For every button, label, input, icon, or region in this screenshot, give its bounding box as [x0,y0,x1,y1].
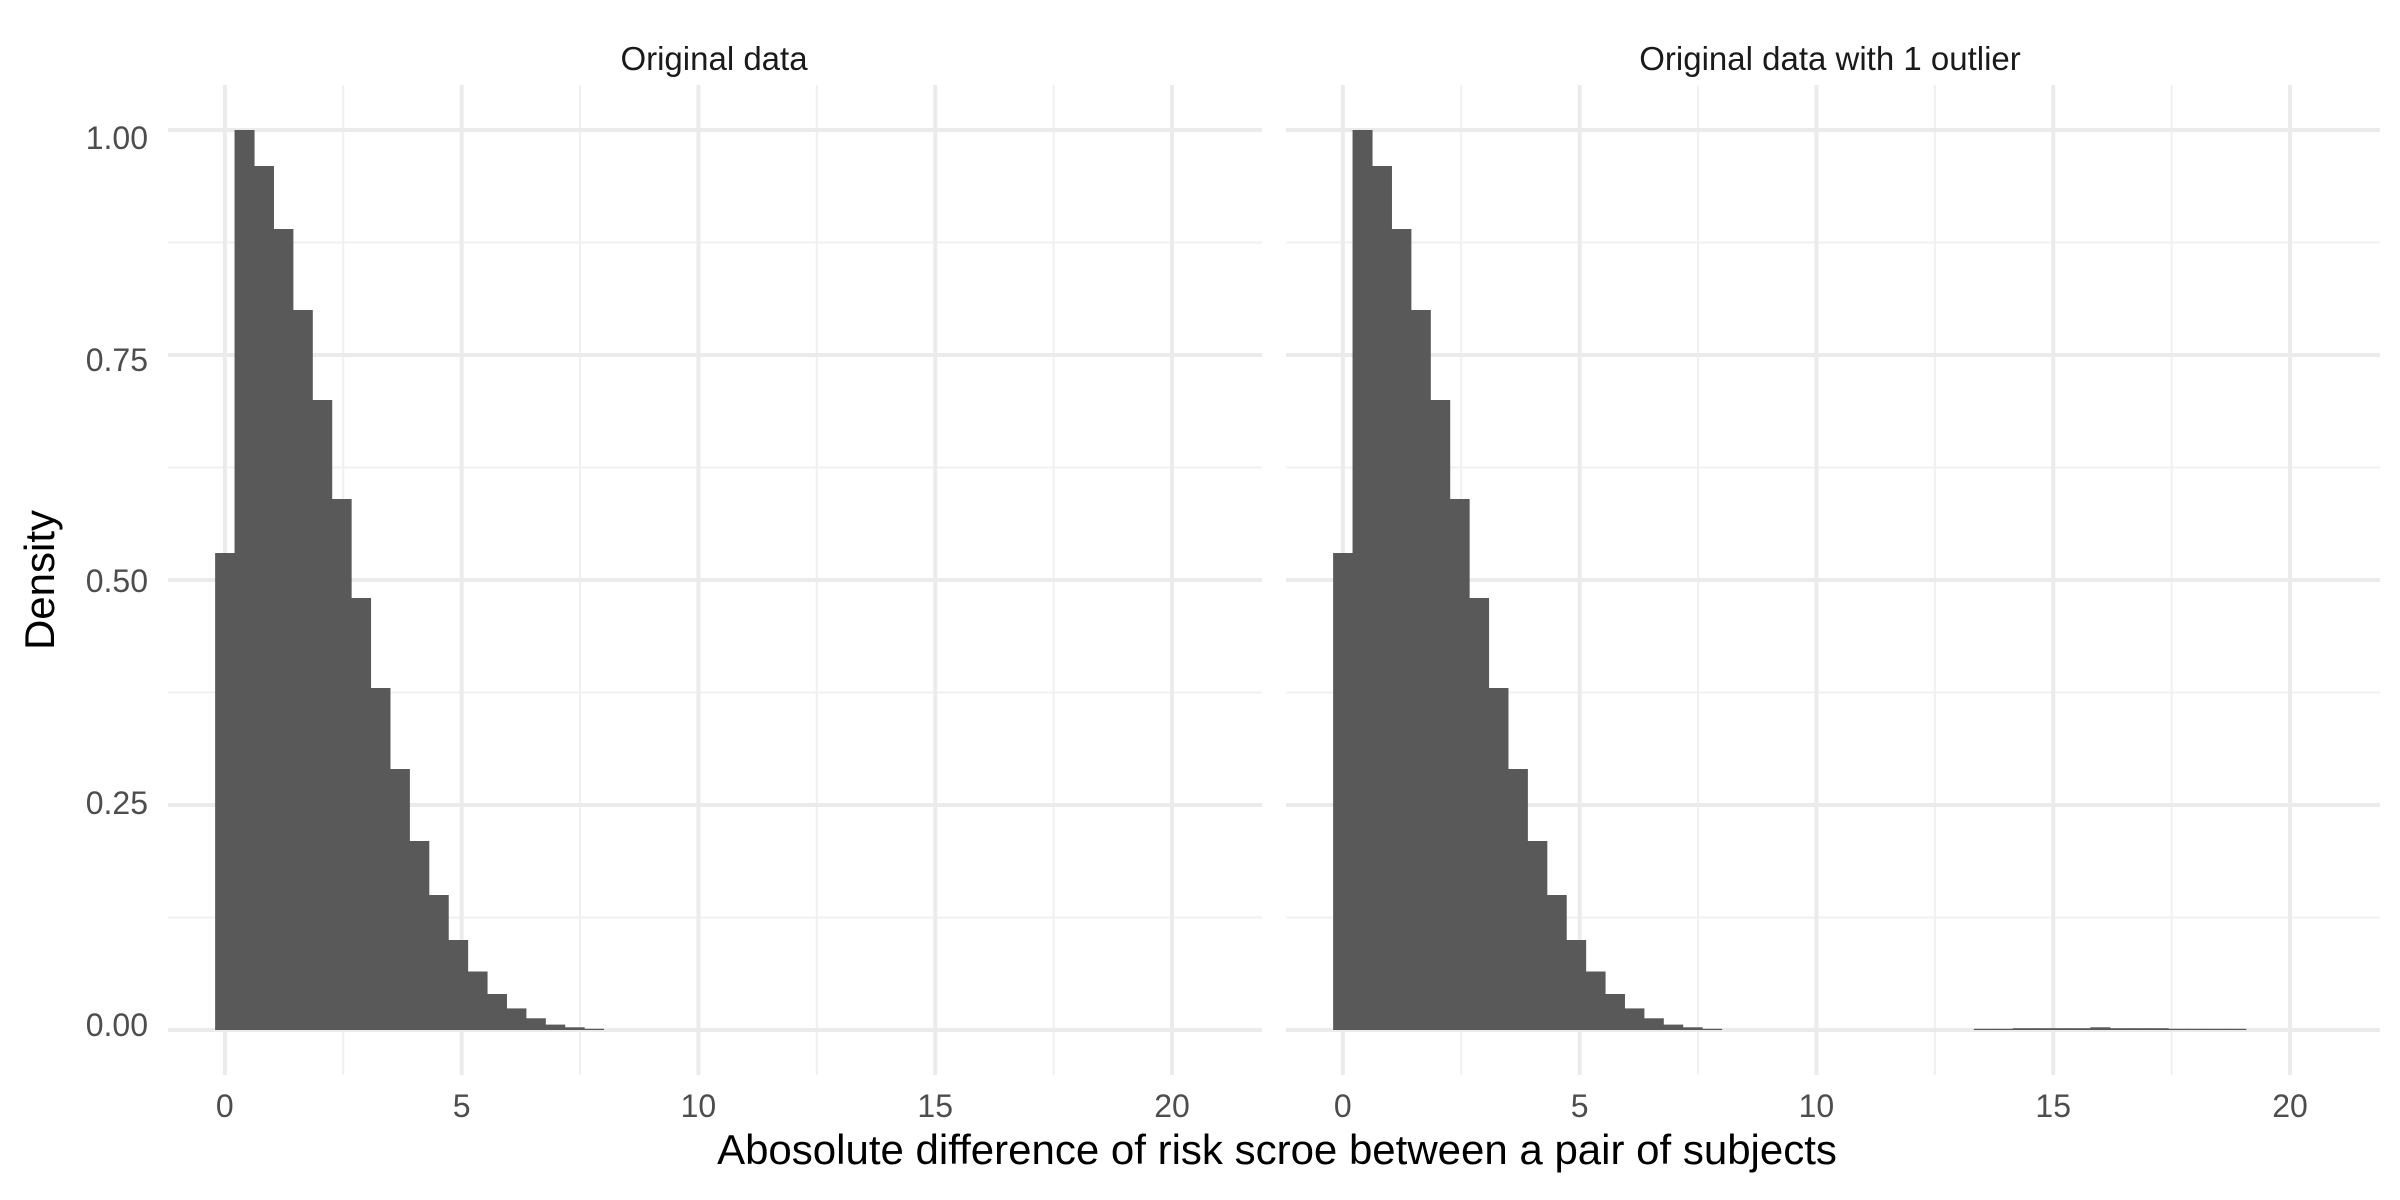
histogram-bar [292,310,313,1030]
histogram-bar [1566,940,1587,1030]
y-tick-label: 0.50 [86,563,148,599]
x-tick-label: 20 [2272,1088,2308,1124]
x-tick-label: 5 [1571,1088,1589,1124]
histogram-bar [2051,1028,2072,1030]
histogram-bar [2070,1028,2091,1030]
x-tick-label: 5 [453,1088,471,1124]
histogram-bar [215,553,236,1030]
histogram-bar [428,895,449,1030]
histogram-bar [486,994,507,1030]
x-tick-label: 15 [917,1088,953,1124]
histogram-bar [1488,688,1509,1030]
histogram-bar [1624,1008,1645,1030]
facet-panel-with-outlier: Original data with 1 outlier 0 5 10 15 20 [1286,40,2380,1124]
histogram-bar [331,499,352,1030]
histogram-bar [409,841,430,1030]
histogram-bar [2206,1028,2227,1030]
x-tick-label: 20 [1154,1088,1190,1124]
histogram-bar [389,769,410,1030]
x-tick-label: 10 [681,1088,717,1124]
histogram-bar [1702,1028,1723,1030]
y-tick-label: 1.00 [86,120,148,156]
facet-title: Original data with 1 outlier [1639,40,2021,77]
histogram-bar [1993,1028,2014,1030]
histogram-bar [448,940,469,1030]
facet-title: Original data [620,40,808,77]
histogram-bar [2129,1028,2150,1030]
histogram-bar [467,971,488,1030]
histogram-bar [2148,1028,2169,1030]
histogram-bar [1682,1027,1703,1030]
histogram-bar [1973,1028,1994,1030]
histogram-bar [2090,1027,2111,1030]
histogram-bar [2032,1028,2053,1030]
y-tick-label: 0.25 [86,785,148,821]
histogram-bar [312,400,333,1030]
histogram-bar [1352,130,1373,1030]
y-tick-label: 0.75 [86,342,148,378]
histogram-bar [1663,1024,1684,1030]
histogram-bar [273,229,294,1030]
histogram-bar [584,1028,605,1030]
histogram-bar [525,1018,546,1030]
y-axis-labels: 0.00 0.25 0.50 0.75 1.00 [86,120,148,1043]
histogram-bar [370,688,391,1030]
y-tick-label: 0.00 [86,1007,148,1043]
facet-panel-original: Original data 0 5 10 15 20 [168,40,1262,1124]
histogram-bar [1371,166,1392,1030]
histogram-bar [2012,1028,2033,1030]
histogram-bar [2168,1028,2189,1030]
histogram-bar [1604,994,1625,1030]
histogram-bar [1430,400,1451,1030]
x-axis-title: Abosolute difference of risk scroe betwe… [717,1126,1837,1173]
histogram-bar [1585,971,1606,1030]
histogram-bar [351,598,372,1030]
y-axis-title: Density [16,510,63,650]
histogram-bar [1643,1018,1664,1030]
histogram-bar [2187,1028,2208,1030]
histogram-bar [1333,553,1354,1030]
histogram-bar [234,130,255,1030]
histogram-bar [1410,310,1431,1030]
histogram-bar [1546,895,1567,1030]
histogram-bar [564,1027,585,1030]
histogram-bar [1469,598,1490,1030]
x-tick-label: 10 [1799,1088,1835,1124]
x-tick-label: 0 [1334,1088,1352,1124]
histogram-bar [253,166,274,1030]
histogram-bar [1507,769,1528,1030]
x-tick-label: 0 [216,1088,234,1124]
histogram-bar [1527,841,1548,1030]
histogram-bar [1449,499,1470,1030]
histogram-bar [545,1024,566,1030]
histogram-bar [2226,1028,2247,1030]
x-tick-label: 15 [2035,1088,2071,1124]
histogram-bar [506,1008,527,1030]
histogram-bar [2109,1028,2130,1030]
histogram-bar [1391,229,1412,1030]
